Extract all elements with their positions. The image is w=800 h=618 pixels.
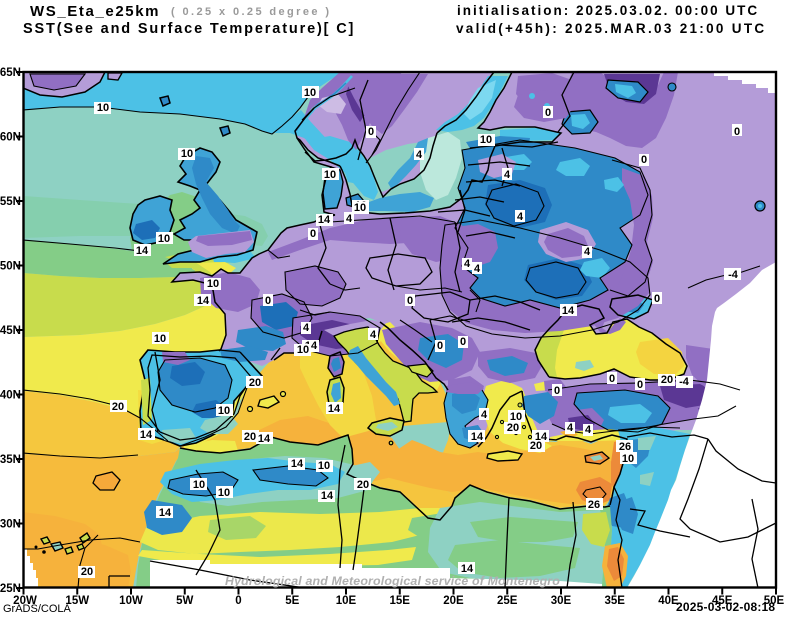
svg-text:10: 10 bbox=[354, 202, 366, 214]
svg-text:0: 0 bbox=[235, 595, 241, 607]
svg-text:10: 10 bbox=[510, 411, 522, 423]
svg-text:0: 0 bbox=[368, 126, 374, 138]
svg-text:20: 20 bbox=[661, 374, 673, 386]
svg-text:10: 10 bbox=[324, 169, 336, 181]
svg-text:14: 14 bbox=[197, 295, 210, 307]
svg-text:10: 10 bbox=[193, 479, 205, 491]
svg-text:10: 10 bbox=[318, 460, 330, 472]
svg-text:10W: 10W bbox=[119, 595, 143, 607]
svg-text:0: 0 bbox=[545, 107, 551, 119]
svg-text:Hydrological and Meteorologica: Hydrological and Meteorological service … bbox=[225, 574, 560, 588]
svg-text:10: 10 bbox=[297, 344, 309, 356]
svg-text:35N: 35N bbox=[0, 454, 21, 466]
svg-text:20: 20 bbox=[507, 422, 519, 434]
svg-text:0: 0 bbox=[407, 295, 413, 307]
svg-text:50N: 50N bbox=[0, 261, 21, 273]
svg-text:20: 20 bbox=[244, 431, 256, 443]
svg-text:10: 10 bbox=[218, 405, 230, 417]
svg-text:5W: 5W bbox=[176, 595, 193, 607]
svg-text:40E: 40E bbox=[658, 595, 679, 607]
svg-text:55N: 55N bbox=[0, 196, 21, 208]
svg-text:14: 14 bbox=[136, 245, 149, 257]
svg-text:10: 10 bbox=[480, 134, 492, 146]
svg-text:45E: 45E bbox=[712, 595, 733, 607]
svg-text:4: 4 bbox=[464, 258, 471, 270]
svg-text:60N: 60N bbox=[0, 132, 21, 144]
svg-text:30E: 30E bbox=[551, 595, 572, 607]
svg-text:4: 4 bbox=[346, 213, 353, 225]
svg-text:14: 14 bbox=[291, 458, 304, 470]
svg-text:50E: 50E bbox=[764, 595, 785, 607]
svg-text:10: 10 bbox=[207, 278, 219, 290]
svg-text:0: 0 bbox=[609, 373, 615, 385]
svg-text:4: 4 bbox=[481, 409, 488, 421]
svg-text:45N: 45N bbox=[0, 325, 21, 337]
svg-text:20E: 20E bbox=[443, 595, 464, 607]
svg-text:26: 26 bbox=[619, 441, 631, 453]
svg-text:65N: 65N bbox=[0, 67, 21, 79]
svg-text:14: 14 bbox=[461, 563, 474, 575]
svg-text:10: 10 bbox=[304, 87, 316, 99]
svg-text:20: 20 bbox=[249, 377, 261, 389]
svg-text:26: 26 bbox=[588, 499, 600, 511]
svg-text:4: 4 bbox=[567, 422, 574, 434]
svg-text:0: 0 bbox=[734, 126, 740, 138]
svg-text:4: 4 bbox=[416, 149, 423, 161]
svg-text:4: 4 bbox=[474, 263, 481, 275]
svg-text:5E: 5E bbox=[285, 595, 299, 607]
svg-text:-4: -4 bbox=[728, 269, 739, 281]
svg-text:4: 4 bbox=[504, 169, 511, 181]
svg-text:20: 20 bbox=[530, 440, 542, 452]
svg-text:-4: -4 bbox=[679, 376, 690, 388]
svg-text:14: 14 bbox=[321, 490, 334, 502]
svg-text:10: 10 bbox=[218, 487, 230, 499]
svg-text:20: 20 bbox=[112, 401, 124, 413]
svg-text:14: 14 bbox=[258, 433, 271, 445]
svg-text:14: 14 bbox=[159, 507, 172, 519]
svg-text:0: 0 bbox=[554, 385, 560, 397]
svg-text:14: 14 bbox=[140, 429, 153, 441]
svg-text:0: 0 bbox=[654, 293, 660, 305]
svg-text:20: 20 bbox=[357, 479, 369, 491]
svg-text:0: 0 bbox=[637, 379, 643, 391]
svg-text:0: 0 bbox=[460, 336, 466, 348]
svg-text:20: 20 bbox=[81, 566, 93, 578]
svg-text:25N: 25N bbox=[0, 583, 21, 595]
svg-text:25E: 25E bbox=[497, 595, 518, 607]
svg-text:14: 14 bbox=[562, 305, 575, 317]
svg-text:15W: 15W bbox=[65, 595, 89, 607]
svg-text:10E: 10E bbox=[336, 595, 357, 607]
svg-text:0: 0 bbox=[310, 228, 316, 240]
svg-text:4: 4 bbox=[303, 322, 310, 334]
svg-text:4: 4 bbox=[517, 211, 524, 223]
svg-text:14: 14 bbox=[328, 403, 341, 415]
svg-text:14: 14 bbox=[471, 431, 484, 443]
svg-text:10: 10 bbox=[158, 233, 170, 245]
svg-text:4: 4 bbox=[585, 424, 592, 436]
svg-text:10: 10 bbox=[622, 453, 634, 465]
svg-text:10: 10 bbox=[154, 333, 166, 345]
svg-text:0: 0 bbox=[265, 295, 271, 307]
svg-text:10: 10 bbox=[97, 102, 109, 114]
svg-text:0: 0 bbox=[641, 154, 647, 166]
svg-text:0: 0 bbox=[437, 340, 443, 352]
svg-text:4: 4 bbox=[584, 246, 591, 258]
svg-text:14: 14 bbox=[318, 214, 331, 226]
svg-text:40N: 40N bbox=[0, 390, 21, 402]
svg-text:15E: 15E bbox=[390, 595, 411, 607]
svg-text:10: 10 bbox=[181, 148, 193, 160]
svg-text:35E: 35E bbox=[605, 595, 626, 607]
svg-text:4: 4 bbox=[370, 329, 377, 341]
svg-text:20W: 20W bbox=[13, 595, 37, 607]
svg-text:30N: 30N bbox=[0, 519, 21, 531]
